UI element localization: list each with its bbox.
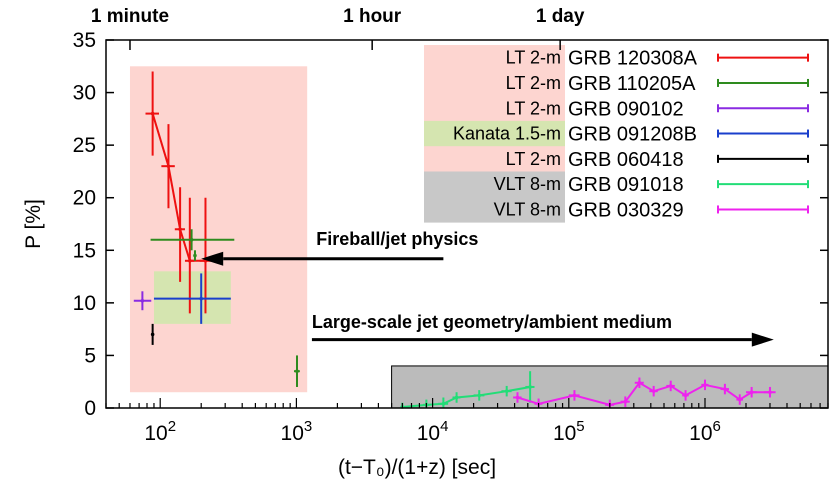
legend-telescope-0: LT 2-m	[506, 48, 561, 68]
data-point	[651, 389, 656, 393]
data-point	[723, 387, 727, 391]
data-point	[166, 164, 171, 168]
y-tick-label: 30	[73, 82, 96, 105]
x-tick-label: 103	[281, 418, 313, 445]
series-grb-110205a	[150, 229, 300, 387]
top-tick-label: 1 minute	[91, 6, 169, 27]
data-point	[150, 332, 155, 337]
y-tick-label: 35	[73, 29, 96, 52]
legend-grb-0: GRB 120308A	[568, 48, 698, 70]
data-point	[454, 395, 459, 400]
early-pink-region	[129, 66, 308, 393]
legend-bg-4	[424, 146, 565, 172]
data-point	[140, 298, 145, 303]
legend-grb-5: GRB 091018	[568, 174, 684, 196]
legend-telescope-1: LT 2-m	[506, 73, 561, 93]
kanata-green-region	[153, 271, 231, 324]
annotation-large-scale: Large-scale jet geometry/ambient medium	[311, 312, 774, 347]
legend: LT 2-m GRB 120308A LT 2-m GRB 110205A LT 2-m…	[424, 45, 809, 223]
annotation-text: Large-scale jet geometry/ambient medium	[312, 312, 672, 332]
annotation-text: Fireball/jet physics	[316, 229, 478, 249]
shaded-regions	[129, 66, 829, 409]
y-axis-label: P [%]	[22, 199, 45, 249]
data-point	[668, 384, 673, 388]
data-series	[133, 71, 776, 409]
series-grb-090102	[133, 291, 152, 311]
series-grb-060418	[150, 323, 155, 345]
y-tick-label: 0	[84, 397, 96, 420]
data-point	[528, 385, 532, 389]
legend-grb-6: GRB 030329	[568, 199, 684, 221]
data-point	[189, 237, 194, 242]
legend-telescope-5: VLT 8-m	[494, 174, 561, 194]
data-point	[150, 111, 155, 116]
arrow-head	[201, 251, 224, 266]
data-point	[572, 393, 577, 398]
data-point	[623, 399, 628, 404]
arrow-head	[751, 332, 774, 347]
x-tick-label: 106	[689, 418, 721, 445]
legend-bg-5	[424, 171, 565, 198]
series-grb-091018	[400, 371, 535, 409]
y-tick-label: 10	[73, 292, 96, 315]
legend-bg-6	[424, 196, 565, 223]
series-line	[517, 381, 770, 406]
legend-bg-3	[424, 120, 565, 147]
annotations: Fireball/jet physics Large-scale jet geom…	[201, 229, 774, 347]
series-grb-120308a	[145, 71, 211, 314]
axis-ticks: 0 5 10 15 20 25 30 35 102 103 104 105 106 1 minute 1 h…	[73, 6, 829, 445]
y-tick-label: 25	[73, 134, 96, 157]
plot-frame	[105, 39, 829, 409]
data-point	[441, 401, 446, 406]
data-point	[188, 259, 192, 263]
top-tick-label: 1 day	[536, 6, 585, 27]
y-tick-label: 20	[73, 187, 96, 210]
data-point	[637, 380, 642, 385]
legend-telescope-3: Kanata 1.5-m	[453, 124, 561, 144]
data-point	[504, 389, 509, 393]
x-axis-label: (t−T₀)/(1+z) [sec]	[338, 456, 496, 479]
y-tick-label: 15	[73, 239, 96, 262]
x-tick-label: 105	[553, 418, 585, 445]
data-point	[737, 397, 742, 402]
data-point	[295, 369, 299, 374]
legend-telescope-4: LT 2-m	[506, 149, 561, 169]
data-point	[683, 393, 688, 398]
data-point	[178, 227, 182, 232]
legend-grb-1: GRB 110205A	[568, 73, 696, 95]
legend-telescope-2: LT 2-m	[506, 98, 561, 118]
data-point	[477, 393, 482, 398]
legend-grb-3: GRB 091208B	[568, 124, 697, 146]
series-grb-030329	[513, 377, 776, 408]
annotation-fireball: Fireball/jet physics	[201, 229, 478, 266]
legend-telescope-6: VLT 8-m	[494, 199, 561, 219]
x-tick-label: 102	[144, 418, 176, 445]
legend-grb-2: GRB 090102	[568, 98, 684, 120]
legend-grb-4: GRB 060418	[568, 149, 684, 171]
legend-bg-0	[424, 45, 565, 71]
data-point	[749, 390, 754, 395]
y-tick-label: 5	[84, 344, 96, 367]
top-tick-label: 1 hour	[343, 6, 402, 27]
series-grb-091208b	[153, 273, 231, 324]
legend-bg-2	[424, 95, 565, 122]
data-point	[515, 395, 520, 400]
x-tick-label: 104	[417, 418, 449, 445]
data-point	[193, 253, 197, 258]
data-point	[199, 296, 203, 301]
data-point	[768, 390, 772, 395]
legend-bg-1	[424, 70, 565, 97]
data-point	[703, 383, 707, 387]
